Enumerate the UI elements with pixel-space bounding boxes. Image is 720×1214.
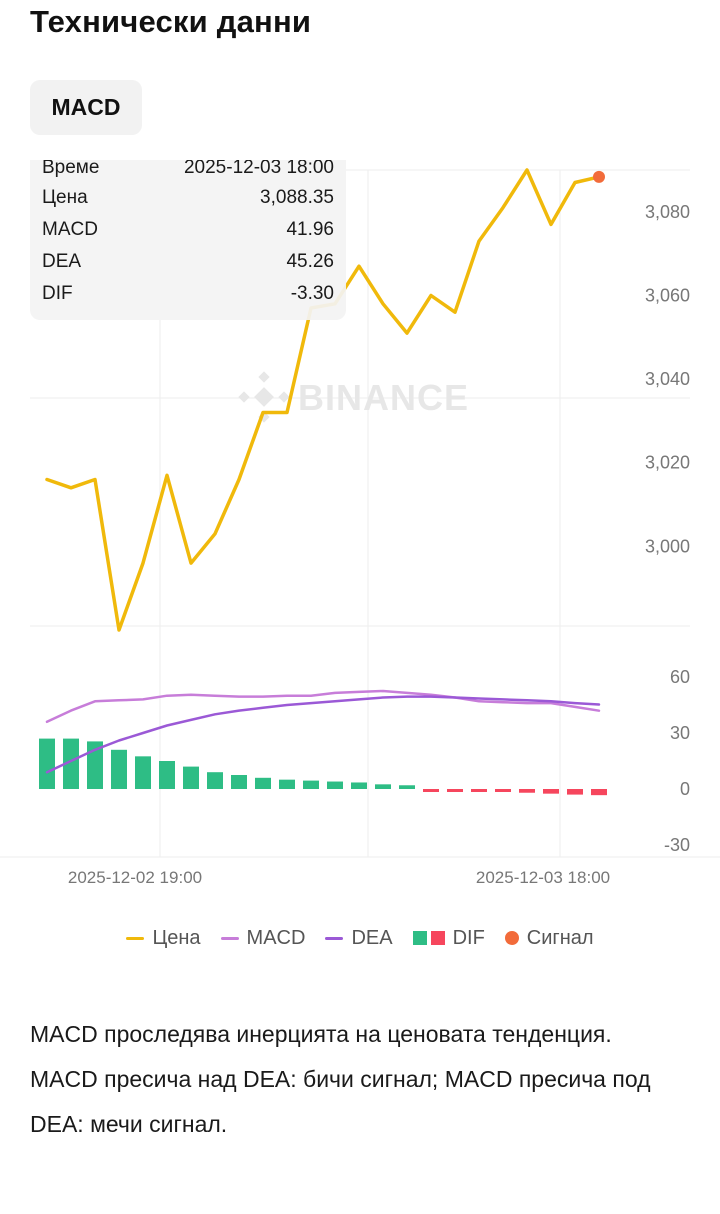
- tooltip-row-macd: MACD 41.96: [42, 215, 334, 245]
- legend-label: Цена: [152, 926, 201, 949]
- description-line: MACD проследява инерцията на ценовата те…: [30, 1021, 612, 1047]
- dif-bar: [375, 784, 391, 789]
- tab-macd[interactable]: MACD: [30, 80, 142, 135]
- macd-line: [45, 689, 601, 724]
- signal-dot-icon: [504, 931, 519, 945]
- legend-label: DEA: [351, 926, 393, 949]
- macd-description: MACD проследява инерцията на ценовата те…: [30, 1012, 670, 1147]
- y-tick-label: 60: [670, 667, 690, 687]
- legend-label: DIF: [452, 926, 485, 949]
- tooltip-value: -3.30: [290, 283, 334, 304]
- y-tick-label: -30: [664, 835, 690, 855]
- dea-line-icon: [325, 936, 344, 940]
- legend-item-price[interactable]: Цена: [126, 926, 201, 950]
- tooltip-label: Цена: [42, 187, 88, 208]
- dif-bar: [495, 789, 511, 792]
- y-tick-label: 3,040: [645, 369, 690, 389]
- tooltip-label: DIF: [42, 283, 73, 304]
- dif-bar: [327, 781, 343, 789]
- legend-item-macd[interactable]: MACD: [220, 926, 306, 950]
- tooltip-value: 2025-12-03 18:00: [183, 160, 334, 178]
- chart-axes: 3,000 3,020 3,040 3,060 3,080 -30 0 30 60 2025-12…: [68, 202, 690, 887]
- y-tick-label: 3,080: [645, 202, 690, 222]
- dif-bar: [159, 761, 175, 789]
- tooltip-label: DEA: [42, 251, 82, 272]
- dif-bar: [543, 789, 559, 794]
- tooltip-value: 41.96: [286, 219, 334, 240]
- x-tick-label: 2025-12-03 18:00: [476, 868, 610, 887]
- signal-point: [593, 170, 605, 183]
- dif-bar: [231, 775, 247, 789]
- dif-bar: [279, 779, 295, 789]
- y-tick-label: 30: [670, 723, 690, 743]
- tooltip-row-price: Цена 3,088.35: [42, 183, 334, 213]
- y-tick-label: 3,060: [645, 285, 690, 305]
- dif-bar: [471, 789, 487, 792]
- dif-bar: [591, 789, 607, 796]
- tooltip-row-dif: DIF -3.30: [42, 279, 334, 309]
- legend-item-dea[interactable]: DEA: [325, 926, 393, 950]
- data-tooltip: Време 2025-12-03 18:00 Цена 3,088.35 MAC…: [30, 160, 346, 320]
- macd-line-icon: [220, 936, 239, 940]
- description-line: MACD пресича над DEA: бичи сигнал; MACD …: [30, 1066, 651, 1137]
- tooltip-value: 45.26: [286, 251, 334, 272]
- tooltip-label: MACD: [42, 219, 98, 240]
- dif-bar: [255, 777, 271, 789]
- dif-bar: [567, 789, 583, 795]
- chart-legend: Цена MACD DEA DIF Сигнал: [0, 922, 720, 954]
- dif-positive-icon: [412, 931, 427, 945]
- dif-negative-icon: [430, 931, 445, 945]
- dif-bar: [39, 738, 55, 789]
- legend-label: Сигнал: [526, 926, 594, 949]
- dif-bar: [183, 766, 199, 789]
- dif-bar: [207, 772, 223, 789]
- dif-bar: [447, 789, 463, 792]
- binance-logo-icon: [238, 371, 290, 423]
- y-tick-label: 0: [680, 779, 690, 799]
- price-line-icon: [126, 936, 145, 940]
- legend-item-dif[interactable]: DIF: [412, 926, 485, 950]
- dif-bar: [519, 789, 535, 793]
- dif-bar: [111, 749, 127, 789]
- y-tick-label: 3,000: [645, 536, 690, 556]
- tooltip-row-time: Време 2025-12-03 18:00: [42, 160, 334, 183]
- tooltip-value: 3,088.35: [260, 187, 334, 208]
- legend-label: MACD: [246, 926, 306, 949]
- dif-bar: [135, 756, 151, 789]
- dea-line: [45, 695, 601, 774]
- dif-bar: [351, 782, 367, 789]
- y-tick-label: 3,020: [645, 453, 690, 473]
- binance-watermark: BINANCE: [298, 377, 469, 418]
- tooltip-row-dea: DEA 45.26: [42, 247, 334, 277]
- dif-bar: [303, 780, 319, 789]
- dif-histogram: [39, 738, 607, 796]
- x-tick-label: 2025-12-02 19:00: [68, 868, 202, 887]
- tooltip-label: Време: [42, 160, 100, 178]
- dif-bar: [423, 789, 439, 792]
- dif-bar: [399, 785, 415, 789]
- page-title: Технически данни: [30, 4, 312, 39]
- legend-item-signal[interactable]: Сигнал: [504, 926, 594, 950]
- dif-bar: [63, 738, 79, 789]
- dif-bar: [87, 741, 103, 789]
